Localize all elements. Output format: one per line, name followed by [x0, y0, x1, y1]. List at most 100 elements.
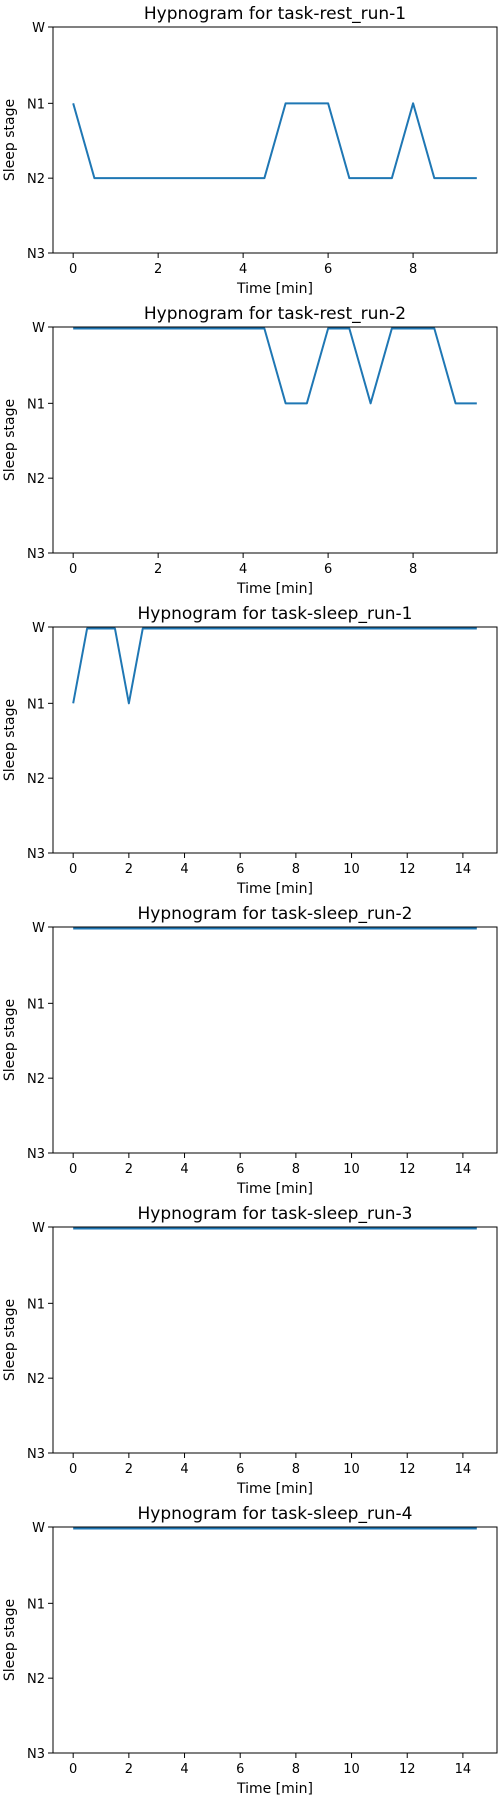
x-tick-label: 14	[455, 1762, 472, 1777]
chart-title: Hypnogram for task-sleep_run-2	[138, 904, 413, 924]
x-tick-label: 2	[125, 862, 133, 877]
y-tick-label: N1	[27, 397, 45, 412]
y-tick-label: N3	[27, 1447, 45, 1462]
y-axis-label: Sleep stage	[2, 699, 18, 781]
y-tick-label: N2	[27, 772, 45, 787]
x-tick-label: 8	[292, 862, 300, 877]
y-tick-label: W	[32, 1521, 45, 1536]
chart-panel-3: Hypnogram for task-sleep_run-1 0 2 4 6 8 10 12 1…	[2, 604, 497, 897]
y-tick-label: N2	[27, 172, 45, 187]
axes-frame	[53, 1527, 497, 1753]
x-tick-label: 4	[180, 1162, 188, 1177]
x-tick-label: 2	[125, 1462, 133, 1477]
chart-title: Hypnogram for task-sleep_run-4	[138, 1504, 413, 1524]
y-tick-label: N3	[27, 247, 45, 262]
y-tick-label: N1	[27, 1597, 45, 1612]
y-tick-label: W	[32, 21, 45, 36]
hypnogram-line	[73, 103, 477, 178]
x-tick-label: 8	[292, 1462, 300, 1477]
x-axis-label: Time [min]	[236, 581, 313, 597]
x-tick-label: 2	[154, 562, 162, 577]
x-tick-label: 2	[154, 262, 162, 277]
x-tick-label: 10	[343, 1462, 360, 1477]
hypnogram-line	[73, 329, 477, 404]
x-tick-label: 2	[125, 1762, 133, 1777]
x-tick-label: 10	[343, 1762, 360, 1777]
chart-title: Hypnogram for task-sleep_run-3	[138, 1204, 413, 1224]
x-tick-label: 4	[239, 562, 247, 577]
x-tick-label: 8	[409, 262, 417, 277]
x-tick-label: 12	[399, 1762, 416, 1777]
y-tick-label: N1	[27, 697, 45, 712]
y-tick-label: N3	[27, 847, 45, 862]
x-tick-label: 4	[239, 262, 247, 277]
chart-panel-4: Hypnogram for task-sleep_run-2 0 2 4 6 8 10 12 1…	[2, 904, 497, 1197]
x-tick-label: 14	[455, 862, 472, 877]
x-tick-label: 6	[324, 262, 332, 277]
chart-panel-1: Hypnogram for task-rest_run-1 0 2 4 6 8 W N1 N2 N…	[2, 4, 497, 297]
chart-panel-2: Hypnogram for task-rest_run-2 0 2 4 6 8 W N1 N2 N…	[2, 304, 497, 597]
x-tick-label: 8	[292, 1162, 300, 1177]
y-tick-label: N1	[27, 997, 45, 1012]
x-axis-label: Time [min]	[236, 1181, 313, 1197]
x-tick-label: 6	[236, 862, 244, 877]
x-tick-label: 0	[69, 262, 77, 277]
x-tick-label: 0	[69, 1762, 77, 1777]
axes-frame	[53, 927, 497, 1153]
chart-panel-5: Hypnogram for task-sleep_run-3 0 2 4 6 8 10 12 1…	[2, 1204, 497, 1497]
x-axis-label: Time [min]	[236, 881, 313, 897]
axes-frame	[53, 1227, 497, 1453]
chart-panel-6: Hypnogram for task-sleep_run-4 0 2 4 6 8 10 12 1…	[2, 1504, 497, 1797]
y-tick-label: N1	[27, 97, 45, 112]
axes-frame	[53, 627, 497, 853]
chart-title: Hypnogram for task-rest_run-2	[144, 304, 406, 324]
x-tick-label: 12	[399, 862, 416, 877]
x-tick-label: 12	[399, 1462, 416, 1477]
x-tick-label: 8	[292, 1762, 300, 1777]
y-axis-label: Sleep stage	[2, 1299, 18, 1381]
x-tick-label: 6	[236, 1162, 244, 1177]
x-tick-label: 8	[409, 562, 417, 577]
y-tick-label: W	[32, 921, 45, 936]
x-tick-label: 4	[180, 1762, 188, 1777]
x-tick-label: 0	[69, 562, 77, 577]
x-tick-label: 6	[236, 1462, 244, 1477]
hypnogram-line	[73, 629, 477, 704]
y-tick-label: N2	[27, 1672, 45, 1687]
y-tick-label: N1	[27, 1297, 45, 1312]
chart-title: Hypnogram for task-rest_run-1	[144, 4, 406, 24]
axes-frame	[53, 327, 497, 553]
x-axis-label: Time [min]	[236, 1481, 313, 1497]
y-tick-label: N3	[27, 547, 45, 562]
x-tick-label: 2	[125, 1162, 133, 1177]
x-tick-label: 4	[180, 862, 188, 877]
x-tick-label: 4	[180, 1462, 188, 1477]
x-tick-label: 14	[455, 1162, 472, 1177]
y-axis-label: Sleep stage	[2, 99, 18, 181]
y-tick-label: W	[32, 621, 45, 636]
y-tick-label: W	[32, 321, 45, 336]
y-tick-label: N2	[27, 1072, 45, 1087]
y-tick-label: N2	[27, 1372, 45, 1387]
x-tick-label: 0	[69, 862, 77, 877]
x-tick-label: 10	[343, 862, 360, 877]
x-axis-label: Time [min]	[236, 1781, 313, 1797]
y-tick-label: N3	[27, 1147, 45, 1162]
y-axis-label: Sleep stage	[2, 999, 18, 1081]
x-axis-label: Time [min]	[236, 281, 313, 297]
y-axis-label: Sleep stage	[2, 399, 18, 481]
x-tick-label: 10	[343, 1162, 360, 1177]
y-tick-label: N3	[27, 1747, 45, 1762]
x-tick-label: 14	[455, 1462, 472, 1477]
x-tick-label: 0	[69, 1462, 77, 1477]
chart-title: Hypnogram for task-sleep_run-1	[138, 604, 413, 624]
x-tick-label: 12	[399, 1162, 416, 1177]
x-tick-label: 6	[324, 562, 332, 577]
y-axis-label: Sleep stage	[2, 1599, 18, 1681]
x-tick-label: 6	[236, 1762, 244, 1777]
x-tick-label: 0	[69, 1162, 77, 1177]
y-tick-label: W	[32, 1221, 45, 1236]
y-tick-label: N2	[27, 472, 45, 487]
